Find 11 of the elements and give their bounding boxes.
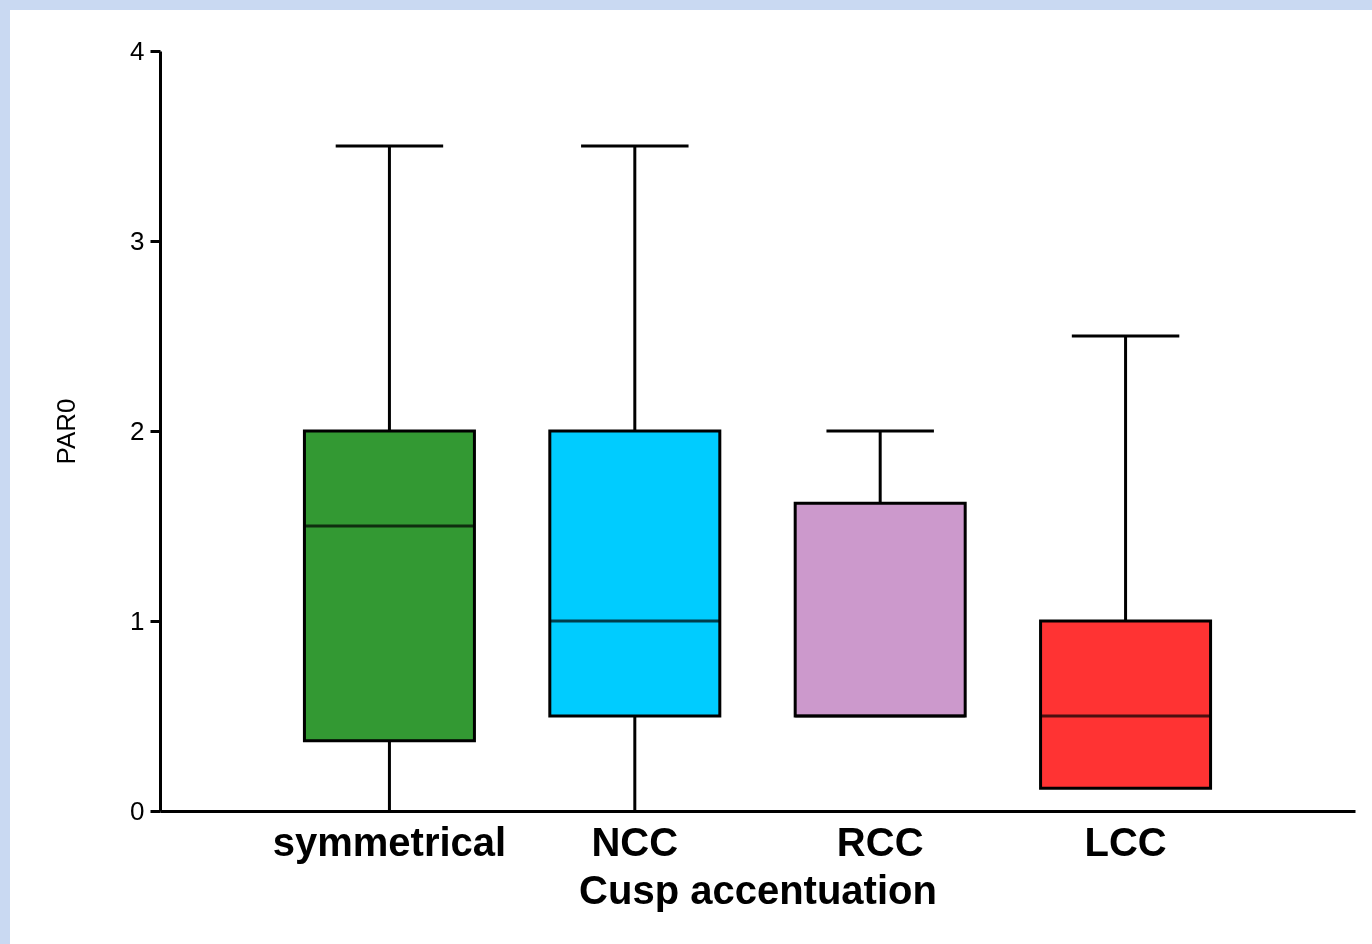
x-tick-label: symmetrical	[272, 819, 507, 864]
y-tick-label: 1	[130, 605, 145, 636]
x-tick-label: RCC	[836, 819, 924, 864]
y-tick-label: 2	[130, 415, 145, 446]
x-axis-title: Cusp accentuation	[579, 867, 937, 912]
x-tick-label: NCC	[591, 819, 679, 864]
x-tick-label: LCC	[1084, 819, 1167, 864]
y-tick-label: 3	[130, 225, 145, 256]
y-tick-label: 4	[130, 35, 145, 66]
y-tick-label: 0	[130, 795, 145, 826]
y-axis-title: PAR0	[51, 398, 82, 465]
